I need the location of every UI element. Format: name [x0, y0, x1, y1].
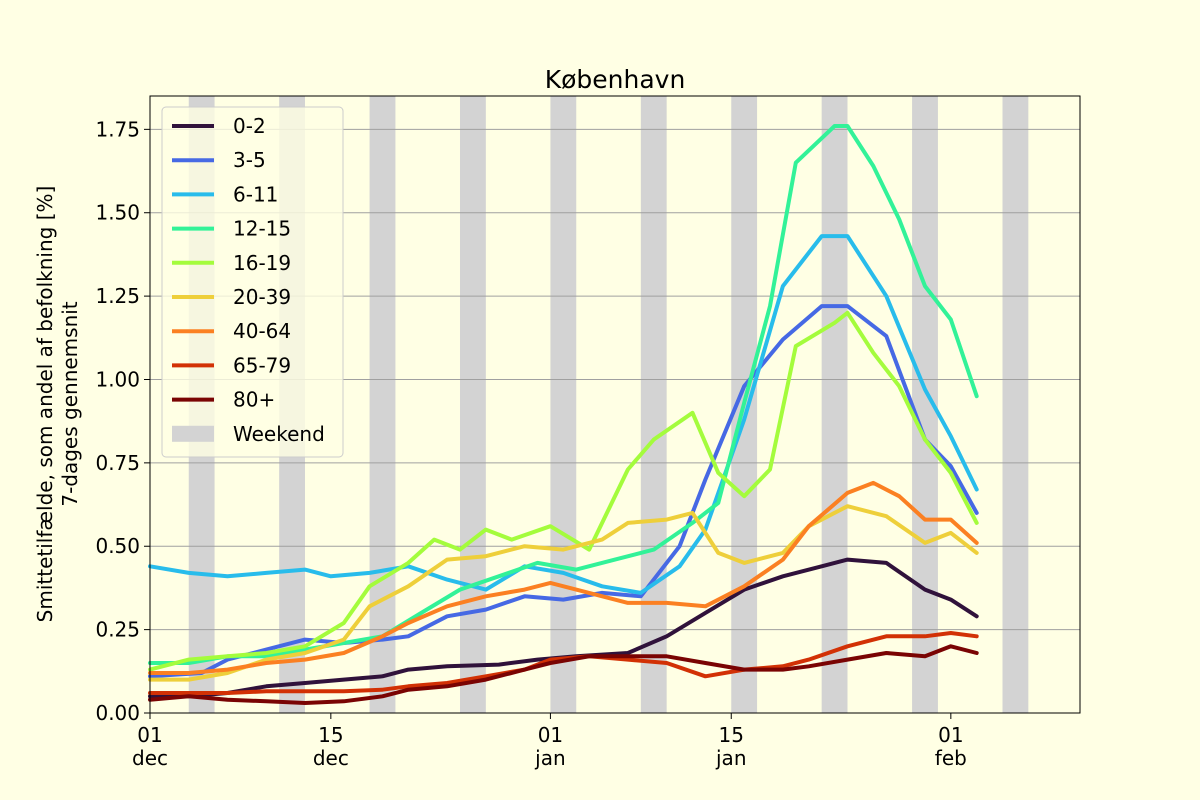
x-tick-month-label: dec — [313, 746, 349, 770]
series-line-12-15 — [148, 124, 979, 665]
y-tick-label: 0.50 — [95, 534, 140, 558]
axes-frame — [149, 95, 1081, 714]
legend-label: 20-39 — [233, 285, 291, 309]
series-line-40-64 — [148, 480, 979, 675]
chart-title: København — [545, 65, 686, 94]
legend-label: 6-11 — [233, 182, 278, 206]
legend-label: 12-15 — [233, 217, 291, 241]
legend-label: 16-19 — [233, 251, 291, 275]
y-axis: 0.00 0.25 0.50 0.75 1.00 1.25 1.50 1.75 — [95, 117, 150, 725]
weekend-band — [460, 96, 486, 713]
x-tick-day-label: 15 — [318, 723, 343, 747]
y-tick-label: 0.00 — [95, 701, 140, 725]
legend-label: 40-64 — [233, 319, 291, 343]
y-tick-label: 1.75 — [95, 117, 140, 141]
y-tick-label: 0.25 — [95, 618, 140, 642]
legend-swatch-weekend — [172, 425, 214, 442]
x-tick-month-label: jan — [715, 746, 747, 770]
series-line-3-5 — [148, 304, 979, 679]
y-tick-label: 1.25 — [95, 284, 140, 308]
x-tick-day-label: 01 — [538, 723, 563, 747]
weekend-band — [1002, 96, 1029, 713]
legend-label: 3-5 — [233, 148, 266, 172]
y-axis-label-line2: 7-dages gennemsnit — [58, 301, 82, 506]
x-tick-day-label: 01 — [938, 723, 963, 747]
y-tick-label: 1.00 — [95, 367, 140, 391]
x-tick-month-label: feb — [935, 746, 967, 770]
y-tick-label: 1.50 — [95, 201, 140, 225]
legend-label-weekend: Weekend — [233, 422, 325, 446]
series-line-20-39 — [148, 504, 979, 682]
series-line-80+ — [148, 644, 979, 705]
y-axis-label-line1: Smittetilfælde, som andel af befolkning … — [33, 186, 57, 623]
weekend-band — [821, 96, 848, 713]
x-tick-month-label: jan — [534, 746, 566, 770]
series-lines — [148, 124, 979, 705]
legend: 0-2 3-5 6-11 12-15 16-19 20-39 40-64 65-79 80+ We… — [161, 106, 344, 458]
legend-label: 0-2 — [233, 114, 266, 138]
y-tick-label: 0.75 — [95, 451, 140, 475]
x-tick-day-label: 01 — [137, 723, 162, 747]
x-tick-day-label: 15 — [719, 723, 744, 747]
series-line-6-11 — [148, 234, 979, 595]
series-line-16-19 — [148, 310, 979, 672]
weekend-band — [550, 96, 577, 713]
weekend-band — [640, 96, 667, 713]
legend-label: 65-79 — [233, 353, 291, 377]
x-tick-month-label: dec — [132, 746, 168, 770]
weekend-band — [369, 96, 396, 713]
legend-label: 80+ — [233, 388, 275, 412]
